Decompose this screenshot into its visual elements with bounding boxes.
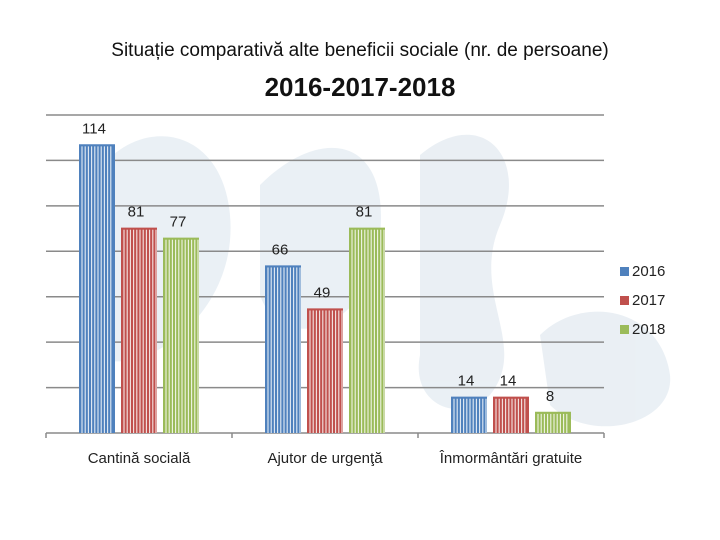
- bar-2016-1: [79, 144, 115, 434]
- bar-2017-2: [307, 308, 343, 433]
- bar-2018-2: [349, 227, 385, 433]
- legend-swatch: [620, 325, 629, 334]
- data-label: 14: [500, 373, 517, 390]
- legend-item-2016: 2016: [620, 263, 665, 280]
- data-label: 49: [314, 284, 331, 301]
- bar-2018-1: [163, 237, 199, 433]
- data-label: 8: [546, 388, 554, 405]
- bar-2017-1: [121, 227, 157, 433]
- data-label: 77: [170, 214, 187, 231]
- data-label: 14: [458, 373, 475, 390]
- legend-label: 2017: [632, 292, 665, 309]
- data-label: 66: [272, 241, 289, 258]
- bar-2018-3: [535, 411, 571, 433]
- chart-subtitle: 2016-2017-2018: [264, 72, 456, 102]
- data-label: 81: [128, 204, 145, 221]
- bar-2016-2: [265, 265, 301, 433]
- category-label: Cantină socială: [88, 450, 191, 467]
- legend-item-2018: 2018: [620, 321, 665, 338]
- legend-swatch: [620, 296, 629, 305]
- legend-swatch: [620, 267, 629, 276]
- chart-title: Situație comparativă alte beneficii soci…: [111, 40, 609, 61]
- bar-2017-3: [493, 396, 529, 433]
- data-label: 114: [82, 120, 106, 137]
- legend-item-2017: 2017: [620, 292, 665, 309]
- legend-label: 2016: [632, 263, 665, 280]
- data-label: 81: [356, 204, 373, 221]
- bar-2016-3: [451, 396, 487, 433]
- category-label: Ajutor de urgenţă: [267, 450, 383, 467]
- legend-label: 2018: [632, 321, 665, 338]
- category-label: Înmormântări gratuite: [439, 450, 583, 467]
